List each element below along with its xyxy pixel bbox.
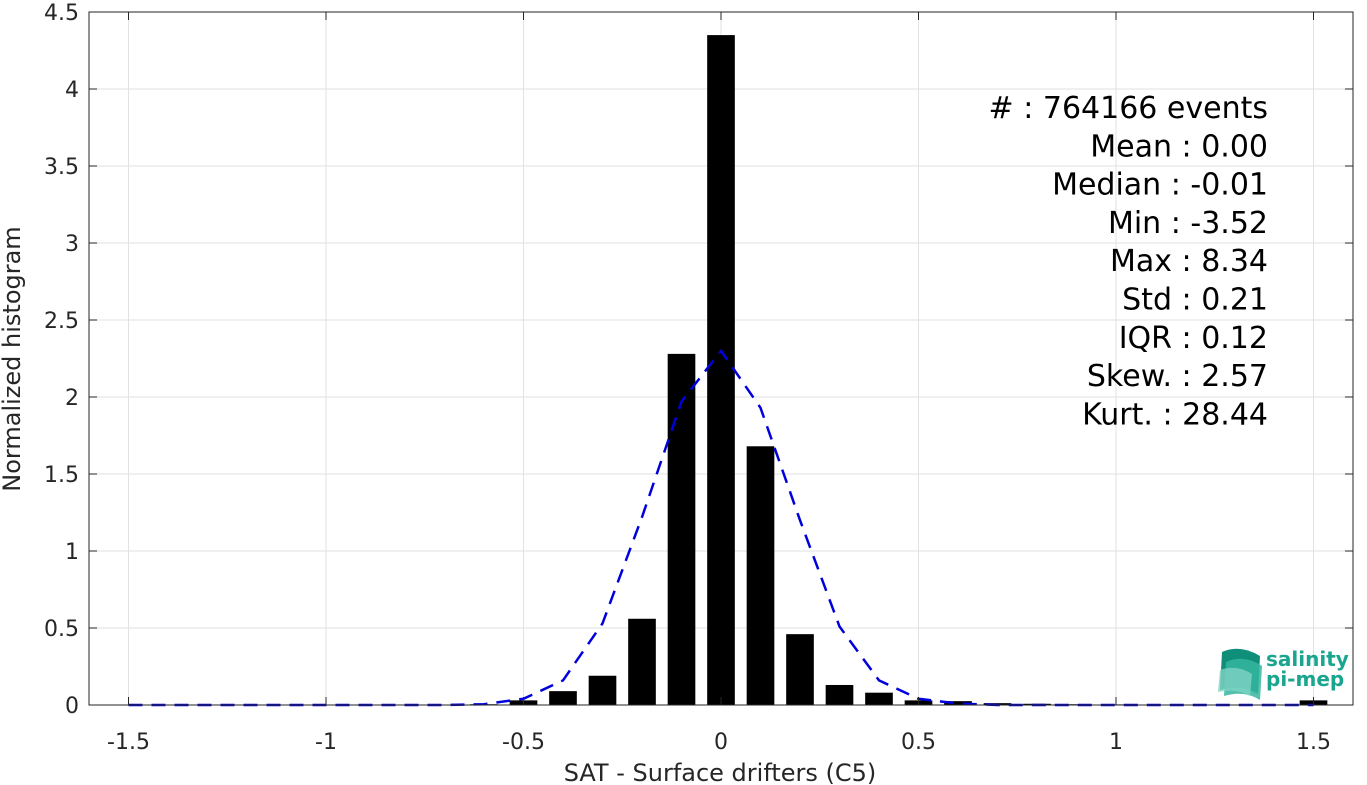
x-axis-ticks: -1.5 -1 -0.5 0 0.5 1 1.5 [107,12,1331,755]
y-tick-label: 3 [65,232,79,257]
y-axis-ticks: 0 0.5 1 1.5 2 2.5 3 3.5 4 4.5 [44,1,1353,719]
logo-line2: pi-mep [1266,667,1344,691]
y-tick-label: 2.5 [44,309,79,334]
histogram-bar [549,691,577,705]
x-tick-label: 1.5 [1296,730,1331,755]
stat-line: # : 764166 events [989,91,1268,126]
stat-line: Max : 8.34 [1110,244,1268,279]
logo-line1: salinity [1266,647,1349,671]
histogram-bar [825,684,854,705]
y-tick-label: 4.5 [44,1,79,26]
stat-line: Mean : 0.00 [1090,129,1268,164]
stat-line: Kurt. : 28.44 [1082,397,1268,432]
x-tick-label: 1 [1109,730,1123,755]
stat-line: IQR : 0.12 [1119,321,1268,356]
y-tick-label: 3.5 [44,155,79,180]
x-tick-label: -1 [315,730,337,755]
x-tick-label: 0.5 [901,730,936,755]
histogram-bar [588,675,617,705]
x-tick-label: -1.5 [107,730,150,755]
x-tick-label: 0 [714,730,728,755]
salinity-pi-mep-logo: salinity pi-mep [1218,647,1349,700]
histogram-bar [667,353,696,705]
y-tick-label: 1.5 [44,463,79,488]
logo-wave-icon [1218,648,1262,700]
y-tick-label: 0.5 [44,617,79,642]
y-tick-label: 2 [65,386,79,411]
x-axis-label: SAT - Surface drifters (C5) [564,759,877,785]
histogram-bar [707,35,735,706]
y-tick-label: 4 [65,78,79,103]
histogram-bar [944,701,972,705]
y-tick-label: 1 [65,540,79,565]
histogram-bar [786,634,814,705]
x-tick-label: -0.5 [502,730,545,755]
stat-line: Median : -0.01 [1052,168,1268,203]
stat-line: Min : -3.52 [1108,206,1268,241]
stat-line: Std : 0.21 [1122,283,1268,318]
y-tick-label: 0 [65,694,79,719]
histogram-bar [746,446,775,705]
y-axis-label: Normalized histogram [0,226,26,491]
histogram-bar [628,618,656,705]
histogram-bar [865,692,893,705]
stat-line: Skew. : 2.57 [1087,359,1268,394]
